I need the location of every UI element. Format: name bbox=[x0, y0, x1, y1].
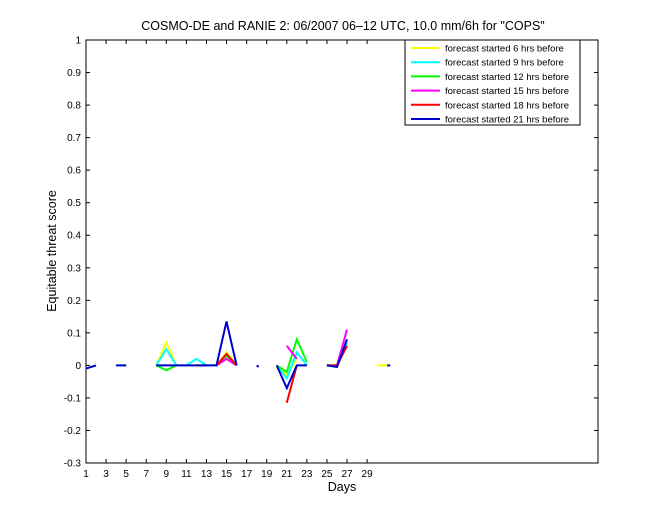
y-tick-label: 0.3 bbox=[67, 263, 81, 274]
y-tick-label: 0.4 bbox=[67, 231, 81, 242]
y-tick-label: -0.3 bbox=[64, 459, 82, 470]
x-tick-label: 5 bbox=[123, 469, 129, 480]
y-axis-label: Equitable threat score bbox=[45, 190, 59, 312]
y-tick-label: 0.7 bbox=[67, 133, 81, 144]
x-tick-label: 9 bbox=[164, 469, 170, 480]
y-tick-label: -0.1 bbox=[64, 393, 82, 404]
x-tick-label: 1 bbox=[83, 469, 89, 480]
legend-label: forecast started 12 hrs before bbox=[445, 72, 569, 83]
y-tick-label: 0.1 bbox=[67, 328, 81, 339]
series-line bbox=[156, 321, 238, 367]
legend-label: forecast started 21 hrs before bbox=[445, 115, 569, 126]
x-tick-label: 3 bbox=[103, 469, 109, 480]
chart-title: COSMO-DE and RANIE 2: 06/2007 06–12 UTC,… bbox=[141, 19, 545, 33]
x-tick-label: 11 bbox=[181, 469, 192, 480]
y-axis: -0.3 -0.2 -0.1 0 0.1 0.2 0.3 0.4 0.5 0.6 0.7 0.8 0.9… bbox=[64, 36, 598, 470]
x-tick-label: 15 bbox=[221, 469, 233, 480]
series-6 bbox=[85, 321, 391, 391]
x-tick-label: 13 bbox=[201, 469, 213, 480]
legend-items: forecast started 6 hrs before forecast st… bbox=[411, 44, 569, 126]
x-tick-label: 17 bbox=[241, 469, 253, 480]
series-line bbox=[275, 350, 308, 381]
x-axis: 1 3 5 7 9 11 13 15 17 19 21 23 25 27 29 bbox=[83, 40, 373, 480]
y-tick-label: 0.5 bbox=[67, 198, 81, 209]
series-line bbox=[85, 364, 97, 370]
legend-label: forecast started 9 hrs before bbox=[445, 58, 564, 69]
y-tick-label: 0.2 bbox=[67, 296, 81, 307]
series-line bbox=[326, 339, 348, 369]
x-axis-label: Days bbox=[328, 480, 356, 494]
x-tick-label: 19 bbox=[261, 469, 273, 480]
series-line bbox=[155, 364, 177, 372]
series-line bbox=[286, 345, 298, 360]
series-line bbox=[276, 336, 308, 374]
x-tick-label: 25 bbox=[321, 469, 333, 480]
y-tick-label: 0.9 bbox=[67, 68, 81, 79]
series-line bbox=[215, 352, 238, 367]
y-tick-label: 1 bbox=[75, 36, 81, 47]
y-tick-label: 0.6 bbox=[67, 166, 81, 177]
x-tick-label: 23 bbox=[301, 469, 313, 480]
x-tick-label: 7 bbox=[143, 469, 149, 480]
legend-label: forecast started 6 hrs before bbox=[445, 44, 564, 55]
legend: forecast started 6 hrs before forecast st… bbox=[404, 39, 581, 126]
legend-label: forecast started 15 hrs before bbox=[445, 86, 569, 97]
y-tick-label: 0.8 bbox=[67, 101, 81, 112]
series-line bbox=[155, 340, 178, 366]
x-tick-label: 29 bbox=[362, 469, 374, 480]
x-tick-label: 27 bbox=[341, 469, 353, 480]
series-line bbox=[215, 357, 238, 367]
series-line bbox=[275, 364, 307, 391]
legend-label: forecast started 18 hrs before bbox=[445, 100, 569, 111]
legend-box bbox=[404, 39, 581, 126]
series-lines bbox=[85, 321, 391, 404]
y-tick-label: 0 bbox=[75, 361, 81, 372]
y-tick-label: -0.2 bbox=[64, 426, 82, 437]
x-tick-label: 21 bbox=[281, 469, 293, 480]
series-line bbox=[256, 364, 260, 368]
